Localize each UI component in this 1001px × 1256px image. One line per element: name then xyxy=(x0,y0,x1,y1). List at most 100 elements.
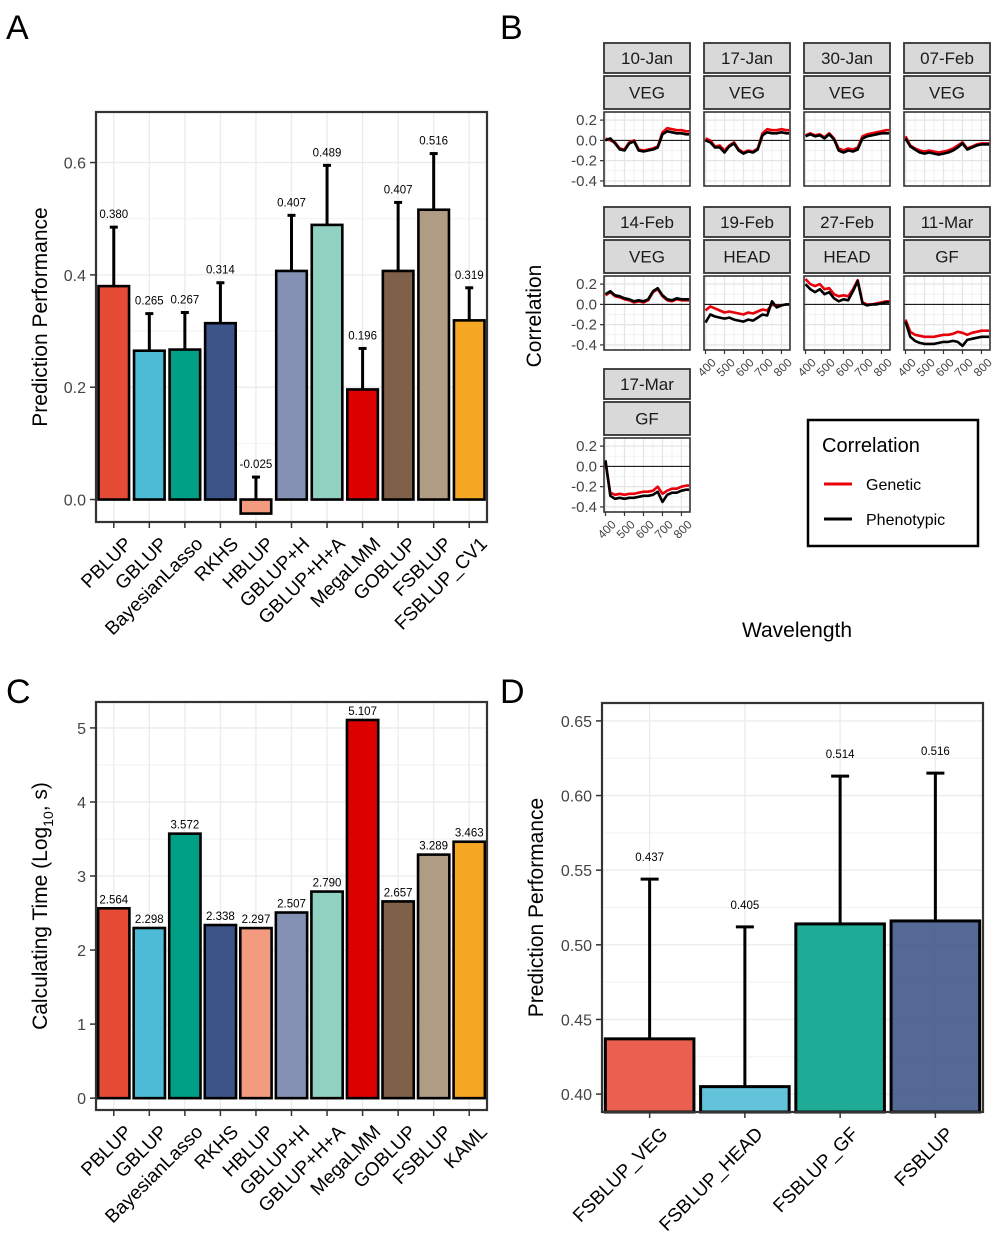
y-tick-label: -0.2 xyxy=(571,153,597,170)
y-axis-title: Calculating Time (Log10, s) xyxy=(29,782,56,1030)
facet-stage-label: VEG xyxy=(929,84,965,103)
facet-border xyxy=(803,275,891,351)
bar xyxy=(274,269,309,501)
bar xyxy=(417,208,451,501)
y-tick-label: 0.4 xyxy=(64,268,86,285)
x-tick-label: 800 xyxy=(871,355,895,379)
y-axis-title-end: , s) xyxy=(29,782,52,811)
x-tick-label: FSBLUP_GF xyxy=(769,1124,862,1217)
y-tick-label: 0.2 xyxy=(576,276,597,293)
phenotypic-line xyxy=(604,130,690,153)
panel-b: 10-Jan VEG 0.2 0.0 -0.2 -0.4 17-Jan VEG 30-Jan VE… xyxy=(500,9,995,642)
y-tick-label: -0.2 xyxy=(571,479,597,496)
bar xyxy=(794,922,886,1114)
y-tick-label: -0.2 xyxy=(571,317,597,334)
y-axis-title-subscript: 10 xyxy=(40,811,56,827)
panel-d: 0.437 0.405 0.514 0.516 0.40 0.45 0.50 0.55 0.60… xyxy=(500,673,985,1236)
facet-border xyxy=(603,275,691,351)
data-label: -0.025 xyxy=(240,459,273,471)
data-label: 0.380 xyxy=(99,209,128,221)
y-tick-label: 0.55 xyxy=(561,863,592,880)
y-tick-label: -0.4 xyxy=(571,337,597,354)
facet-border xyxy=(803,111,891,187)
facet: 17-Jan VEG xyxy=(703,42,791,187)
legend-label-genetic: Genetic xyxy=(866,477,921,494)
facet-strip-stage xyxy=(903,75,991,110)
data-label: 2.507 xyxy=(277,899,306,911)
panel-c: 2.564 2.298 3.572 2.338 2.297 2.507 2.790 5.107… xyxy=(6,673,492,1228)
data-label: 0.489 xyxy=(313,147,342,159)
facet: 14-Feb VEG 0.2 0.0 -0.2 -0.4 xyxy=(571,206,691,354)
facet-strip-date xyxy=(703,42,791,74)
plot-background xyxy=(604,276,690,350)
data-label: 0.319 xyxy=(455,270,484,282)
facet-border xyxy=(703,275,791,351)
bar xyxy=(132,349,166,501)
facet-strip-date xyxy=(903,42,991,74)
bar xyxy=(168,348,202,501)
phenotypic-line xyxy=(904,137,990,156)
x-tick-label: FSBLUP xyxy=(891,1124,958,1191)
facet-date-label: 14-Feb xyxy=(620,213,674,232)
data-label: 0.516 xyxy=(419,136,448,148)
bar xyxy=(381,269,415,501)
y-tick-label: 0.50 xyxy=(561,938,592,955)
y-tick-label: 0.45 xyxy=(561,1012,592,1029)
facet-strip-stage xyxy=(603,239,691,274)
data-label: 0.516 xyxy=(921,746,950,758)
y-tick-label: 0.2 xyxy=(64,380,86,397)
x-axis-title: Wavelength xyxy=(742,619,852,642)
genetic-line xyxy=(604,462,690,497)
facet-border xyxy=(603,437,691,513)
facet-date-label: 11-Mar xyxy=(921,213,974,232)
bar xyxy=(239,926,273,1100)
data-label: 0.265 xyxy=(135,296,164,308)
bar xyxy=(97,284,131,501)
phenotypic-line xyxy=(804,279,890,307)
y-tick-label: 1 xyxy=(77,1017,86,1034)
facet-stage-label: GF xyxy=(935,248,959,267)
x-tick-label: 800 xyxy=(771,355,795,379)
data-label: 2.338 xyxy=(206,911,235,923)
y-tick-label: 0.40 xyxy=(561,1087,592,1104)
phenotypic-line xyxy=(704,131,790,155)
facet-strip-date xyxy=(603,42,691,74)
data-label: 5.107 xyxy=(348,706,377,718)
facet-stage-label: HEAD xyxy=(723,248,770,267)
facet-date-label: 19-Feb xyxy=(720,213,774,232)
facet-strip-stage xyxy=(603,75,691,110)
x-tick-label: FSBLUP_HEAD xyxy=(656,1124,768,1236)
facet-border xyxy=(703,111,791,187)
panel-label-a: A xyxy=(6,9,29,47)
y-tick-label: -0.4 xyxy=(571,173,597,190)
x-tick-label: FSBLUP_VEG xyxy=(569,1124,672,1227)
facet-strip-date xyxy=(703,206,791,238)
data-label: 0.405 xyxy=(730,900,759,912)
y-tick-label: 0.0 xyxy=(576,296,597,313)
facet: 10-Jan VEG 0.2 0.0 -0.2 -0.4 xyxy=(571,42,691,190)
facet-strip-stage xyxy=(803,75,891,110)
y-tick-label: -0.4 xyxy=(571,499,597,516)
facet-strip-stage xyxy=(603,401,691,436)
facet-strip-stage xyxy=(703,239,791,274)
data-label: 0.314 xyxy=(206,265,235,277)
phenotypic-line xyxy=(604,286,690,303)
data-label: 2.564 xyxy=(99,894,128,906)
facet-strip-date xyxy=(603,206,691,238)
y-tick-label: 0.2 xyxy=(576,112,597,129)
y-tick-label: 4 xyxy=(77,795,86,812)
facet-strip-date xyxy=(903,206,991,238)
facet-date-label: 17-Mar xyxy=(620,375,674,394)
facet-stage-label: HEAD xyxy=(823,248,870,267)
legend-label-phenotypic: Phenotypic xyxy=(866,512,945,529)
bar xyxy=(203,923,238,1100)
bar xyxy=(381,900,416,1100)
bar xyxy=(310,890,344,1100)
bar xyxy=(889,919,982,1114)
facet-strip-date xyxy=(603,368,691,400)
data-label: 3.289 xyxy=(419,841,448,853)
facet-border xyxy=(903,275,991,351)
